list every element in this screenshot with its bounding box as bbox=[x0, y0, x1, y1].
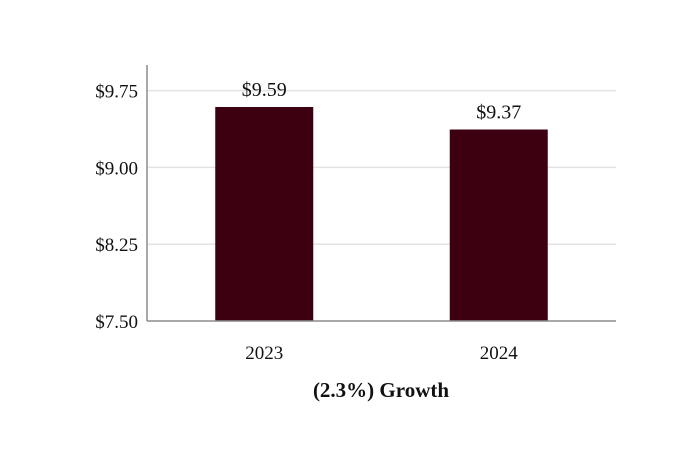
y-tick-label: $7.50 bbox=[95, 312, 138, 333]
data-label-2024: $9.37 bbox=[476, 102, 521, 124]
axes bbox=[146, 65, 616, 322]
bars bbox=[215, 106, 548, 321]
data-labels: $9.59 $9.37 bbox=[242, 79, 522, 124]
y-tick-label: $8.25 bbox=[95, 235, 138, 256]
x-tick-label-2023: 2023 bbox=[245, 343, 283, 364]
x-axis-title: (2.3%) Growth bbox=[313, 378, 449, 402]
data-label-2023: $9.59 bbox=[242, 79, 287, 101]
y-tick-label: $9.75 bbox=[95, 82, 138, 103]
x-tick-labels: 2023 2024 bbox=[245, 343, 518, 364]
bar-2024 bbox=[449, 129, 548, 321]
y-tick-label: $9.00 bbox=[95, 158, 138, 179]
x-tick-label-2024: 2024 bbox=[480, 343, 519, 364]
bar-2023 bbox=[215, 106, 314, 321]
y-tick-labels: $7.50 $8.25 $9.00 $9.75 bbox=[95, 82, 138, 333]
